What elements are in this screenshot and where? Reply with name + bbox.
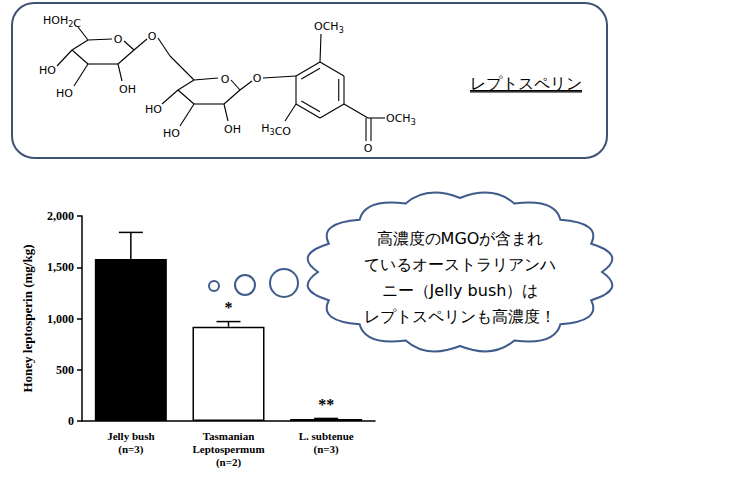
svg-text:1,500: 1,500 bbox=[47, 260, 74, 274]
svg-text:(n=3): (n=3) bbox=[118, 443, 144, 456]
svg-text:レプトスペリン: レプトスペリン bbox=[470, 74, 582, 93]
svg-text:OH: OH bbox=[119, 83, 136, 96]
svg-text:ニー（Jelly bush）は: ニー（Jelly bush）は bbox=[382, 281, 539, 300]
svg-text:O: O bbox=[221, 73, 230, 86]
svg-text:O: O bbox=[364, 142, 373, 155]
svg-text:HOH2C: HOH2C bbox=[43, 14, 81, 30]
svg-text:HO: HO bbox=[145, 103, 162, 116]
svg-text:HO: HO bbox=[39, 64, 56, 77]
svg-text:0: 0 bbox=[68, 414, 74, 428]
svg-text:L. subtenue: L. subtenue bbox=[299, 430, 354, 442]
svg-text:Leptospermum: Leptospermum bbox=[192, 443, 264, 455]
svg-text:500: 500 bbox=[56, 363, 74, 377]
svg-text:OCH3: OCH3 bbox=[386, 112, 416, 127]
svg-text:レプトスペリンも高濃度！: レプトスペリンも高濃度！ bbox=[364, 307, 556, 326]
svg-text:*: * bbox=[225, 299, 233, 316]
svg-text:O: O bbox=[114, 33, 123, 46]
svg-text:2,000: 2,000 bbox=[47, 209, 74, 223]
svg-text:ているオーストラリアンハ: ているオーストラリアンハ bbox=[364, 255, 556, 274]
svg-text:O: O bbox=[253, 72, 262, 85]
svg-text:Tasmanian: Tasmanian bbox=[203, 430, 255, 442]
svg-text:O: O bbox=[148, 30, 157, 43]
svg-text:HO: HO bbox=[56, 87, 73, 100]
svg-text:Jelly bush: Jelly bush bbox=[107, 430, 154, 442]
svg-text:**: ** bbox=[318, 396, 334, 413]
svg-text:高濃度のMGOが含まれ: 高濃度のMGOが含まれ bbox=[377, 229, 544, 248]
svg-text:1,000: 1,000 bbox=[47, 312, 74, 326]
svg-text:OH: OH bbox=[224, 123, 241, 136]
svg-text:OCH3: OCH3 bbox=[314, 20, 344, 35]
svg-text:Honey leptosperin (mg/kg): Honey leptosperin (mg/kg) bbox=[20, 244, 35, 392]
svg-text:H3CO: H3CO bbox=[261, 122, 291, 138]
svg-text:(n=3): (n=3) bbox=[314, 443, 340, 456]
svg-text:HO: HO bbox=[163, 127, 180, 140]
svg-text:(n=2): (n=2) bbox=[216, 456, 242, 469]
